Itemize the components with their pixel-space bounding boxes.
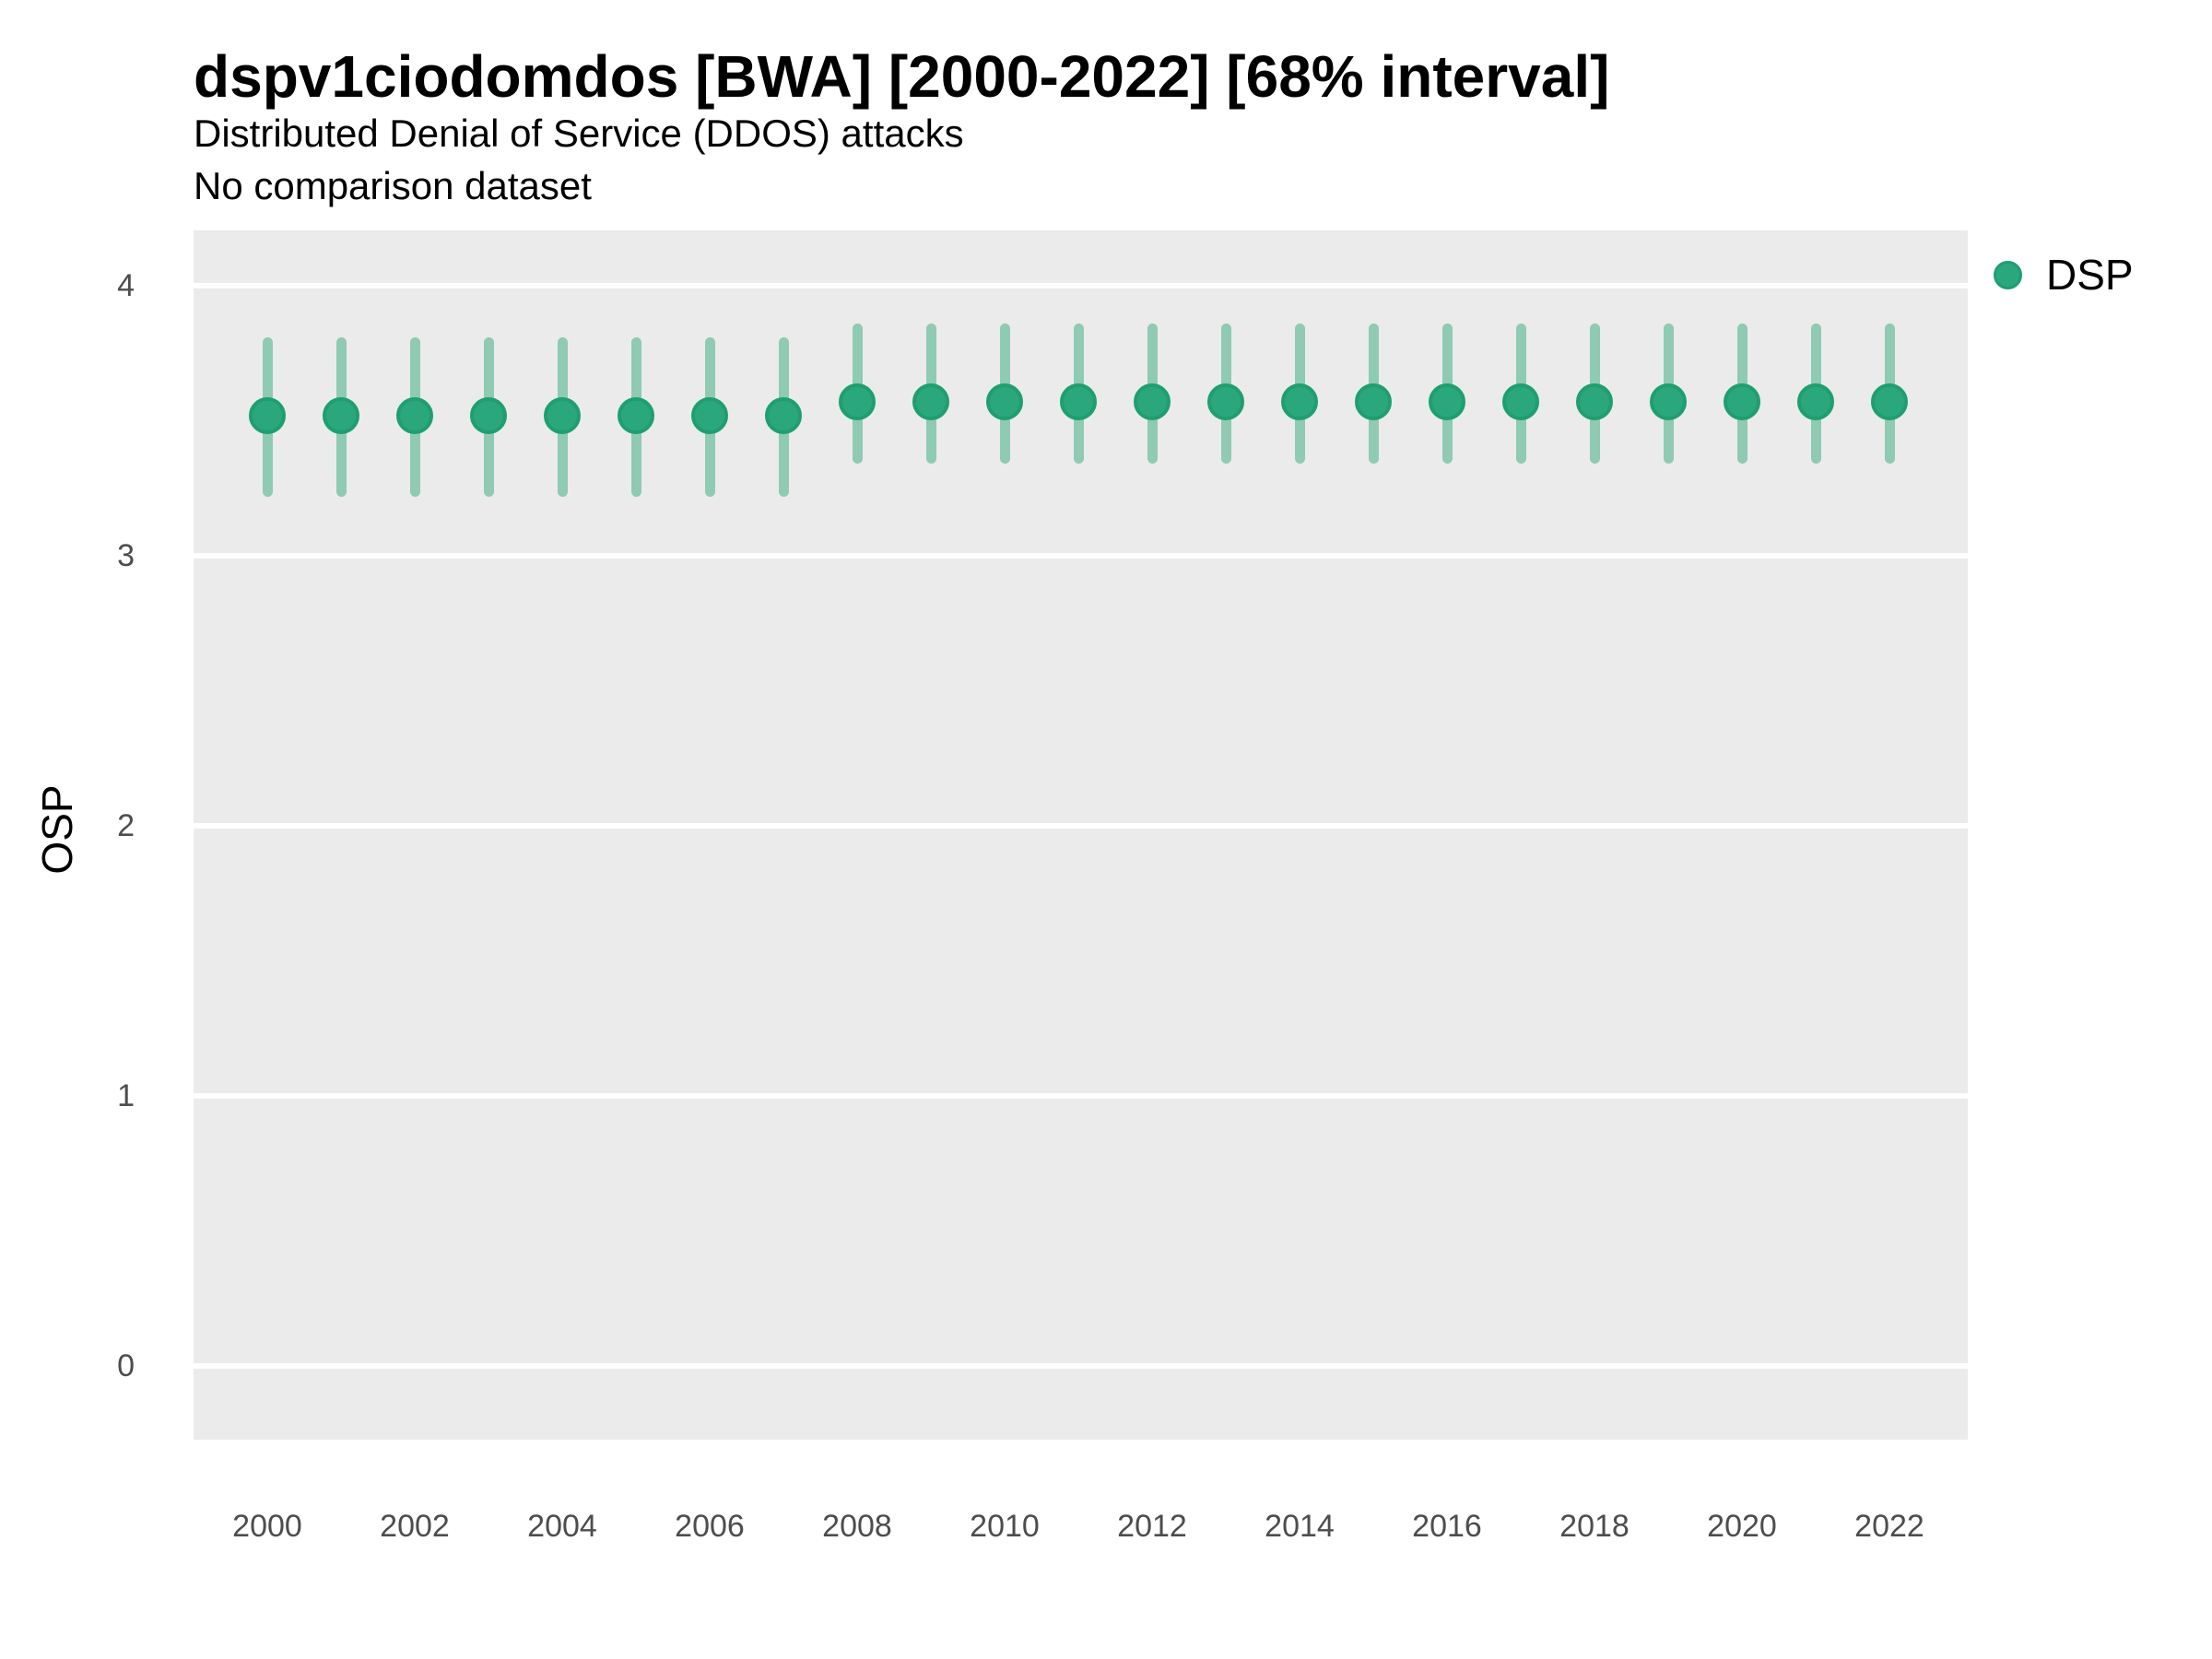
data-point xyxy=(1871,382,1908,420)
data-point xyxy=(986,382,1023,420)
x-tick-label: 2000 xyxy=(232,1509,302,1544)
y-tick-label: 0 xyxy=(117,1348,135,1383)
x-tick-label: 2006 xyxy=(675,1509,745,1544)
data-point xyxy=(1576,382,1613,420)
x-tick-label: 2022 xyxy=(1854,1509,1924,1544)
data-point xyxy=(470,396,507,434)
data-point xyxy=(396,396,433,434)
data-point xyxy=(1207,382,1244,420)
data-point xyxy=(1429,382,1465,420)
y-tick-label: 4 xyxy=(117,268,135,303)
gridline-y-3 xyxy=(194,553,1968,559)
chart-note: No comparison dataset xyxy=(194,164,592,207)
data-point xyxy=(691,396,728,434)
data-point xyxy=(1060,382,1097,420)
gridline-y-2 xyxy=(194,823,1968,829)
gridline-y-1 xyxy=(194,1093,1968,1099)
data-point xyxy=(1724,382,1760,420)
legend-label: DSP xyxy=(2046,251,2134,299)
x-tick-label: 2014 xyxy=(1265,1509,1335,1544)
x-tick-label: 2004 xyxy=(527,1509,597,1544)
legend-key-dot xyxy=(1994,260,2022,289)
x-tick-label: 2012 xyxy=(1117,1509,1187,1544)
x-tick-label: 2016 xyxy=(1412,1509,1482,1544)
data-point xyxy=(323,396,359,434)
y-tick-label: 2 xyxy=(117,808,135,843)
x-tick-label: 2002 xyxy=(380,1509,450,1544)
data-point xyxy=(249,396,286,434)
x-tick-label: 2008 xyxy=(822,1509,892,1544)
data-point xyxy=(839,382,876,420)
y-tick-label: 1 xyxy=(117,1078,135,1113)
data-point xyxy=(765,396,802,434)
data-point xyxy=(1134,382,1171,420)
data-point xyxy=(1502,382,1539,420)
gridline-y-0 xyxy=(194,1363,1968,1369)
data-point xyxy=(618,396,654,434)
data-point xyxy=(1355,382,1392,420)
x-tick-label: 2020 xyxy=(1707,1509,1777,1544)
gridline-y-4 xyxy=(194,283,1968,288)
y-tick-label: 3 xyxy=(117,538,135,573)
x-tick-label: 2018 xyxy=(1559,1509,1630,1544)
data-point xyxy=(912,382,949,420)
chart-title: dspv1ciodomdos [BWA] [2000-2022] [68% in… xyxy=(194,43,1610,110)
legend: DSP xyxy=(1994,251,2134,299)
data-point xyxy=(544,396,581,434)
data-point xyxy=(1281,382,1318,420)
data-point xyxy=(1650,382,1687,420)
x-tick-label: 2010 xyxy=(970,1509,1040,1544)
data-point xyxy=(1797,382,1834,420)
chart-subtitle: Distributed Denial of Service (DDOS) att… xyxy=(194,112,964,155)
plot-panel xyxy=(194,230,1968,1440)
